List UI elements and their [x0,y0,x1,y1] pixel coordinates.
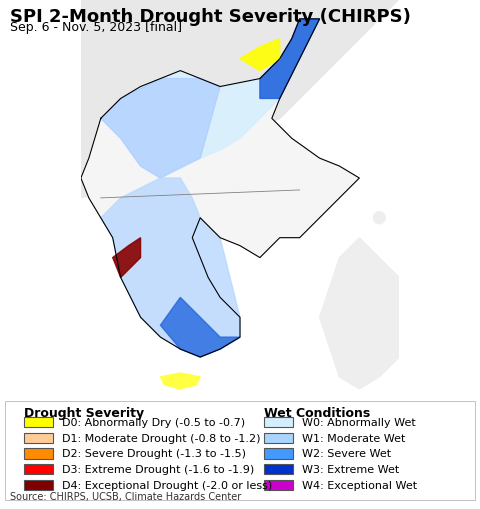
Text: D2: Severe Drought (-1.3 to -1.5): D2: Severe Drought (-1.3 to -1.5) [62,448,246,459]
Polygon shape [260,20,320,99]
Polygon shape [320,238,399,389]
Text: Sep. 6 - Nov. 5, 2023 [final]: Sep. 6 - Nov. 5, 2023 [final] [10,21,181,34]
FancyBboxPatch shape [5,402,475,500]
Bar [24,464,53,474]
Bar [264,464,293,474]
Polygon shape [160,373,200,389]
Polygon shape [160,298,240,357]
Text: D4: Exceptional Drought (-2.0 or less): D4: Exceptional Drought (-2.0 or less) [62,480,273,490]
Bar [24,480,53,490]
Bar [264,480,293,490]
Text: W4: Exceptional Wet: W4: Exceptional Wet [302,480,418,490]
Polygon shape [101,20,320,179]
Bar [24,417,53,427]
Polygon shape [113,238,141,278]
Polygon shape [240,40,280,71]
Polygon shape [101,179,240,357]
Circle shape [373,212,385,224]
Text: W1: Moderate Wet: W1: Moderate Wet [302,433,406,443]
Bar [264,433,293,443]
Text: Source: CHIRPS, UCSB, Climate Hazards Center: Source: CHIRPS, UCSB, Climate Hazards Ce… [10,491,241,501]
Bar [24,448,53,459]
Text: Drought Severity: Drought Severity [24,406,144,419]
Text: SPI 2-Month Drought Severity (CHIRPS): SPI 2-Month Drought Severity (CHIRPS) [10,8,410,25]
Text: D3: Extreme Drought (-1.6 to -1.9): D3: Extreme Drought (-1.6 to -1.9) [62,464,255,474]
Text: D0: Abnormally Dry (-0.5 to -0.7): D0: Abnormally Dry (-0.5 to -0.7) [62,417,246,427]
Bar [24,433,53,443]
Text: Wet Conditions: Wet Conditions [264,406,370,419]
Bar [264,448,293,459]
Text: W2: Severe Wet: W2: Severe Wet [302,448,392,459]
Bar [264,417,293,427]
Polygon shape [81,0,399,199]
Text: D1: Moderate Drought (-0.8 to -1.2): D1: Moderate Drought (-0.8 to -1.2) [62,433,261,443]
Polygon shape [81,20,360,357]
Text: W3: Extreme Wet: W3: Extreme Wet [302,464,400,474]
Polygon shape [101,79,220,179]
Text: W0: Abnormally Wet: W0: Abnormally Wet [302,417,416,427]
